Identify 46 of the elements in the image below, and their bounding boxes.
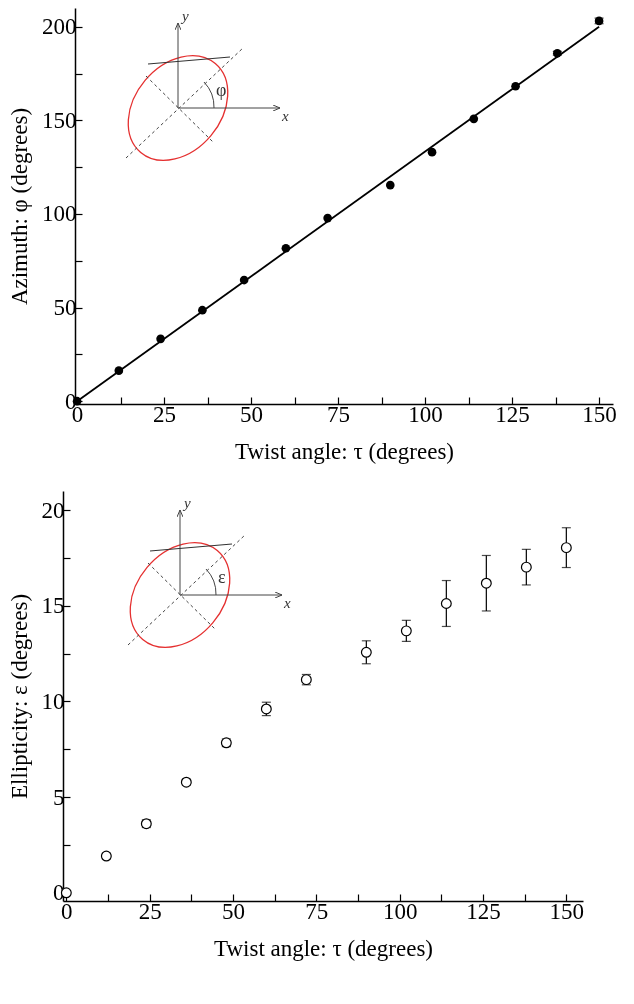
x-tick-label: 100 xyxy=(408,401,443,427)
point xyxy=(281,243,291,253)
y-tick-label: 150 xyxy=(42,107,77,133)
annotation: ε xyxy=(218,567,226,587)
x-tick-label: 25 xyxy=(153,401,177,427)
point xyxy=(480,577,492,589)
point xyxy=(156,334,165,344)
y-tick-label: 200 xyxy=(42,14,77,40)
x-tick-label: 150 xyxy=(582,401,617,427)
x-axis-title: Twist angle: τ (degrees) xyxy=(234,438,455,464)
point xyxy=(511,81,520,91)
x-tick-label: 100 xyxy=(382,898,418,924)
y-tick-label: 50 xyxy=(53,295,77,321)
x-tick-label: 125 xyxy=(466,898,501,924)
y-tick-label: 5 xyxy=(53,784,65,810)
annotation: x xyxy=(281,108,289,124)
x-tick-label: 50 xyxy=(222,898,245,924)
y-tick-label: 20 xyxy=(41,497,65,523)
x-axis-title: Twist angle: τ (degrees) xyxy=(213,935,434,961)
x-tick-label: 75 xyxy=(327,401,351,427)
y-tick-label: 100 xyxy=(42,201,77,227)
annotation: φ xyxy=(216,80,227,100)
annotation: y xyxy=(180,8,189,24)
point xyxy=(427,147,437,157)
x-tick-label: 50 xyxy=(240,401,264,427)
annotation: y xyxy=(182,495,191,511)
x-tick-label: 150 xyxy=(549,898,585,924)
point xyxy=(114,366,124,375)
point xyxy=(520,561,532,573)
point xyxy=(385,180,395,190)
x-tick-label: 125 xyxy=(495,401,530,427)
point xyxy=(469,114,479,124)
point xyxy=(400,625,412,637)
point xyxy=(198,305,207,315)
point xyxy=(360,646,372,658)
y-tick-label: 15 xyxy=(41,593,65,619)
y-tick-label: 10 xyxy=(41,688,65,714)
annotation: x xyxy=(283,595,291,611)
x-tick-label: 75 xyxy=(305,898,329,924)
x-tick-label: 25 xyxy=(138,898,162,924)
y-axis-title: Azimuth: φ (degrees) xyxy=(7,107,32,306)
point xyxy=(323,213,332,223)
point xyxy=(560,542,572,554)
point xyxy=(440,598,452,609)
point xyxy=(239,275,249,285)
y-axis-title: Ellipticity: ε (degrees) xyxy=(6,593,32,800)
